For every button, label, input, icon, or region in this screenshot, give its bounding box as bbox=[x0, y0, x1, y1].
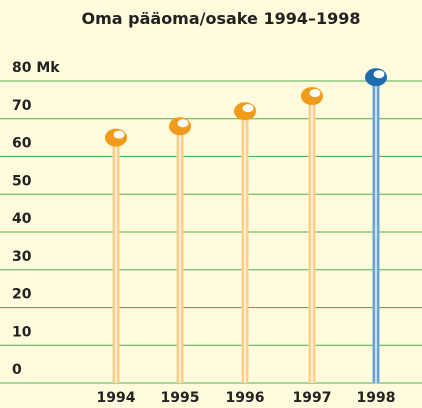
lollipop bbox=[234, 102, 256, 383]
x-tick-label: 1995 bbox=[161, 390, 200, 406]
stem-highlight bbox=[375, 77, 377, 383]
lollipop bbox=[301, 87, 323, 383]
lollipop bbox=[365, 68, 387, 383]
y-tick-label: 60 bbox=[12, 136, 32, 152]
head-highlight bbox=[373, 70, 385, 79]
stem-highlight bbox=[179, 126, 181, 384]
lollipop bbox=[105, 128, 127, 383]
y-tick-label: 70 bbox=[12, 98, 32, 114]
head-highlight bbox=[242, 104, 254, 113]
y-tick-label: 40 bbox=[12, 211, 32, 227]
stem-highlight bbox=[115, 137, 117, 383]
head-highlight bbox=[309, 89, 321, 98]
y-tick-label: 50 bbox=[12, 173, 32, 189]
y-tick-label: 20 bbox=[12, 287, 32, 303]
y-tick-label: 80 Mk bbox=[12, 60, 60, 76]
x-tick-label: 1997 bbox=[293, 390, 332, 406]
stem-highlight bbox=[311, 96, 313, 383]
x-tick-label: 1996 bbox=[226, 390, 265, 406]
chart-title: Oma pääoma/osake 1994–1998 bbox=[82, 9, 361, 28]
head-highlight bbox=[177, 119, 189, 128]
x-tick-label: 1994 bbox=[97, 390, 136, 406]
y-tick-label: 30 bbox=[12, 249, 32, 265]
stem-highlight bbox=[244, 111, 246, 383]
x-tick-label: 1998 bbox=[357, 390, 396, 406]
lollipop bbox=[169, 117, 191, 384]
head-highlight bbox=[113, 130, 125, 139]
y-tick-label: 0 bbox=[12, 362, 22, 378]
y-tick-label: 10 bbox=[12, 324, 32, 340]
